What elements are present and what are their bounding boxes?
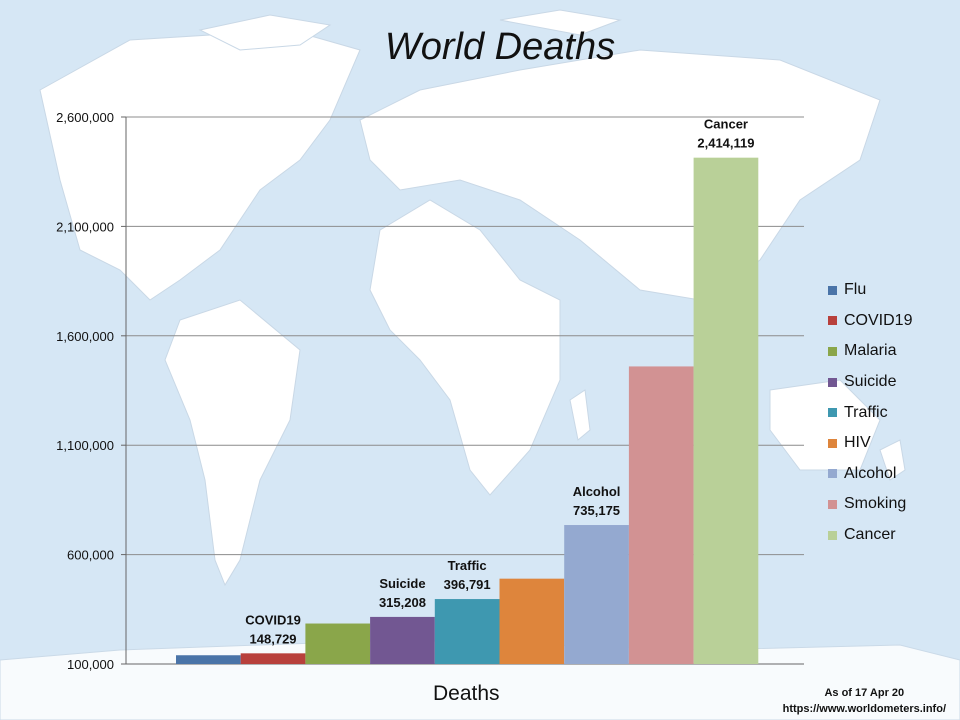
bar-smoking [628,366,694,664]
legend-label: Flu [844,281,867,299]
legend-item: Malaria [828,336,912,367]
legend-label: COVID19 [844,311,913,329]
legend-swatch [828,285,837,295]
bar-traffic [434,599,500,664]
legend-swatch [828,408,837,418]
legend-label: Cancer [844,526,896,544]
data-label: 148,729 [250,631,297,646]
x-axis-label: Deaths [433,682,500,705]
legend-item: Traffic [828,397,912,428]
data-label: Alcohol [573,484,621,499]
legend-label: Traffic [844,403,888,421]
legend-swatch [828,499,837,509]
bar-covid19 [240,653,306,664]
source-url[interactable]: https://www.worldometers.info/ [782,703,946,715]
legend-label: Suicide [844,373,897,391]
data-label: Suicide [379,576,425,591]
legend-label: Alcohol [844,464,897,482]
bar-alcohol [564,525,629,664]
legend-item: Flu [828,275,912,306]
bar-cancer [693,157,759,664]
data-label: 735,175 [573,503,620,518]
bar-suicide [370,616,435,664]
legend-swatch [828,346,837,356]
bar-flu [176,655,241,664]
data-label: Cancer [704,117,748,132]
chart-title: World Deaths [384,26,616,68]
data-label: Traffic [448,558,487,573]
legend-swatch [828,377,837,387]
legend-swatch [828,469,837,479]
bar-malaria [305,623,371,664]
legend-swatch [828,530,837,540]
legend-label: Malaria [844,342,897,360]
legend-item: Cancer [828,520,912,551]
legend: Flu COVID19 Malaria Suicide Traffic HIV Alcoho… [828,275,912,550]
data-label: 315,208 [379,595,426,610]
legend-item: Suicide [828,367,912,398]
legend-swatch [828,316,837,326]
legend-label: Smoking [844,495,907,513]
y-tick-label: 2,600,000 [56,110,114,125]
legend-swatch [828,438,837,448]
data-label: 2,414,119 [697,136,754,151]
legend-item: Alcohol [828,459,912,490]
y-tick-label: 1,100,000 [56,438,114,453]
y-tick-label: 100,000 [67,657,114,672]
y-tick-label: 2,100,000 [56,219,114,234]
legend-item: Smoking [828,489,912,520]
y-tick-label: 1,600,000 [56,329,114,344]
legend-item: COVID19 [828,306,912,337]
source-date: As of 17 Apr 20 [824,687,905,699]
y-tick-label: 600,000 [67,548,114,563]
data-label: 396,791 [444,577,491,592]
legend-item: HIV [828,428,912,459]
legend-label: HIV [844,434,871,452]
source-note: As of 17 Apr 20 https://www.worldometers… [783,685,946,717]
bar-hiv [499,578,565,664]
data-label: COVID19 [245,612,301,627]
